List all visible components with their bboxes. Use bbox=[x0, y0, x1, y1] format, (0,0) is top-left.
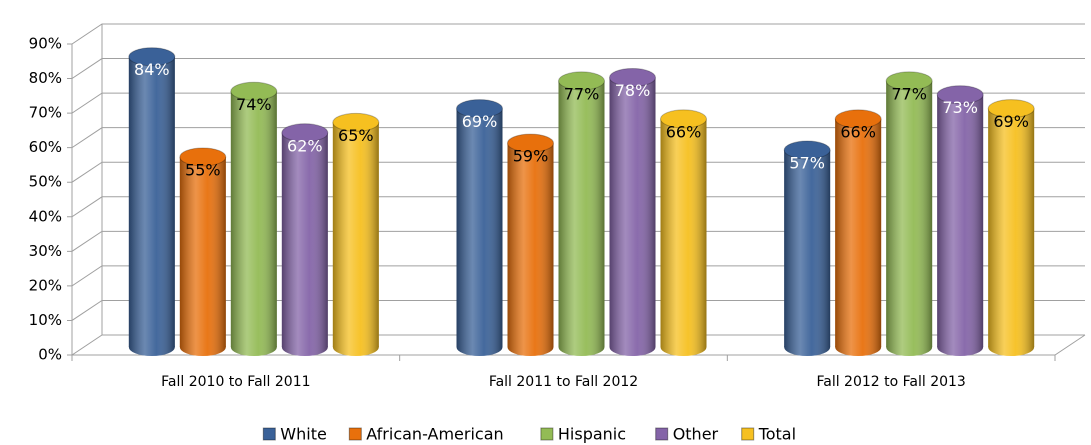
data-label: 77% bbox=[891, 84, 927, 103]
bar-part bbox=[987, 99, 1035, 119]
data-label: 55% bbox=[185, 160, 221, 179]
bar-part bbox=[558, 80, 605, 347]
y-tick-label: 40% bbox=[29, 207, 62, 225]
bar bbox=[281, 123, 329, 356]
bar bbox=[507, 133, 554, 356]
legend-label: Hispanic bbox=[558, 425, 626, 444]
bar-part bbox=[507, 133, 554, 153]
y-tick-label: 70% bbox=[29, 104, 62, 122]
data-label: 77% bbox=[564, 84, 600, 103]
bar bbox=[987, 99, 1035, 356]
grid-line bbox=[67, 58, 1085, 80]
legend-swatch bbox=[741, 427, 755, 441]
y-tick-label: 20% bbox=[29, 276, 62, 294]
bar-part bbox=[332, 122, 379, 347]
bar bbox=[128, 47, 176, 356]
data-label: 73% bbox=[942, 98, 978, 117]
data-label: 66% bbox=[840, 122, 876, 141]
data-label: 78% bbox=[615, 81, 651, 100]
bar bbox=[179, 147, 227, 356]
y-tick-label: 50% bbox=[29, 173, 62, 191]
bar bbox=[456, 99, 503, 356]
bar-part bbox=[835, 118, 882, 347]
bar-part bbox=[558, 71, 605, 91]
bar-part bbox=[936, 85, 984, 105]
bar-part bbox=[507, 143, 554, 347]
data-label: 74% bbox=[236, 95, 272, 114]
legend-swatch bbox=[348, 427, 362, 441]
y-tick-label: 10% bbox=[29, 311, 62, 329]
bar bbox=[230, 81, 278, 356]
bar-part bbox=[179, 156, 226, 347]
bar-part bbox=[784, 150, 831, 347]
legend-label: Total bbox=[758, 425, 796, 444]
bar bbox=[936, 85, 984, 356]
bar-part bbox=[783, 140, 831, 160]
legend-label: White bbox=[280, 425, 327, 444]
bar-part bbox=[128, 56, 175, 347]
data-label: 84% bbox=[134, 60, 170, 79]
bar bbox=[609, 67, 656, 356]
legend-swatch bbox=[655, 427, 669, 441]
data-label: 69% bbox=[462, 112, 498, 131]
bar-part bbox=[281, 123, 329, 143]
bar bbox=[834, 109, 882, 356]
legend-swatch bbox=[540, 427, 554, 441]
bar-part bbox=[609, 77, 656, 347]
bar bbox=[332, 112, 380, 356]
data-label: 57% bbox=[789, 154, 825, 173]
bar-part bbox=[456, 108, 503, 347]
x-tick-label: Fall 2010 to Fall 2011 bbox=[161, 374, 310, 390]
bar-part bbox=[886, 80, 933, 347]
bar bbox=[783, 140, 831, 356]
bar bbox=[660, 109, 707, 356]
y-tick-label: 60% bbox=[29, 138, 62, 156]
bar-part bbox=[834, 109, 882, 129]
x-tick-label: Fall 2011 to Fall 2012 bbox=[489, 374, 638, 390]
bar-part bbox=[660, 109, 707, 129]
data-label: 62% bbox=[287, 136, 323, 155]
bar-part bbox=[179, 147, 227, 167]
x-tick-label: Fall 2012 to Fall 2013 bbox=[816, 374, 965, 390]
bar-part bbox=[988, 108, 1035, 347]
y-tick-label: 80% bbox=[29, 69, 62, 87]
bar-part bbox=[937, 94, 984, 347]
data-label: 69% bbox=[993, 112, 1029, 131]
bar-part bbox=[128, 47, 176, 67]
legend-swatch bbox=[262, 427, 276, 441]
bar-part bbox=[885, 71, 933, 91]
bar-part bbox=[332, 112, 380, 132]
legend-label: Other bbox=[673, 425, 719, 444]
legend-label: African-American bbox=[366, 425, 503, 444]
bar-part bbox=[230, 91, 277, 348]
bar bbox=[885, 71, 933, 356]
y-tick-label: 0% bbox=[38, 346, 62, 364]
data-label: 65% bbox=[338, 126, 374, 145]
bar-part bbox=[660, 118, 707, 347]
y-tick-label: 90% bbox=[29, 35, 62, 53]
bar-part bbox=[456, 99, 503, 119]
bar-part bbox=[609, 67, 656, 87]
bar-part bbox=[281, 132, 328, 347]
grid-line bbox=[67, 23, 1085, 45]
data-label: 66% bbox=[666, 122, 702, 141]
data-label: 59% bbox=[513, 147, 549, 166]
y-tick-label: 30% bbox=[29, 242, 62, 260]
bar bbox=[558, 71, 605, 356]
bar-part bbox=[230, 81, 278, 101]
